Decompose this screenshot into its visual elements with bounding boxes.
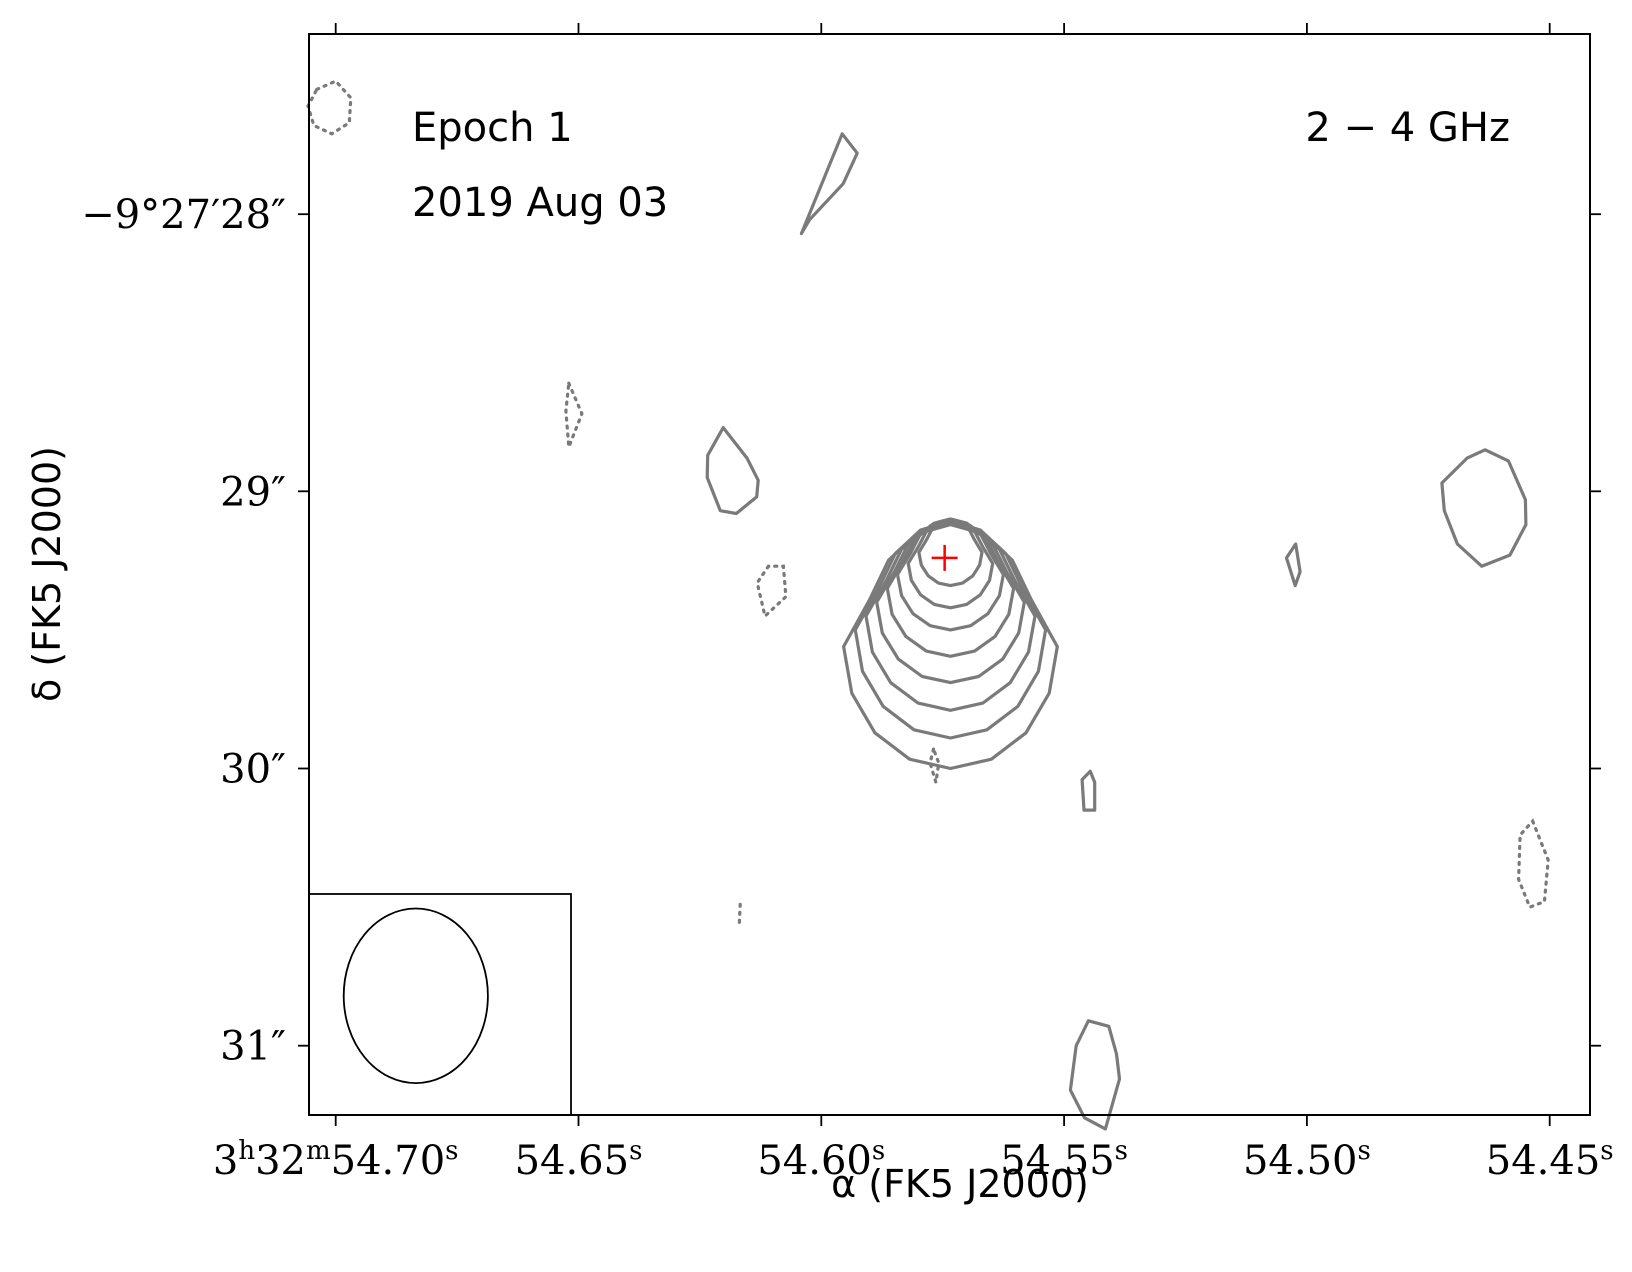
- negative-contour-11: [1516, 818, 1550, 910]
- source-contour-level-5: [885, 518, 1016, 658]
- positive-contour-1: [799, 132, 859, 236]
- x-tick-label-3: 54.60s: [757, 1136, 885, 1184]
- tick-marks: [298, 23, 1601, 1126]
- source-contour-level-4: [875, 520, 1026, 685]
- contour-layer: [306, 79, 1550, 1131]
- negative-contour-7: [306, 79, 353, 136]
- x-tick-labels: 3h32m54.70s 54.65s 54.60s 54.55s 54.50s 54.45…: [213, 1136, 1614, 1184]
- negative-contour-12: [737, 902, 742, 929]
- y-tick-label-4: 31″: [220, 1024, 286, 1070]
- band-label: 2 − 4 GHz: [1305, 105, 1510, 151]
- x-tick-label-4: 54.55s: [1000, 1136, 1128, 1184]
- y-tick-labels: −9°27′28″ 29″ 30″ 31″: [81, 192, 286, 1069]
- y-tick-label-1: −9°27′28″: [81, 192, 286, 238]
- positive-contour-6: [1068, 1019, 1122, 1131]
- x-tick-label-5: 54.50s: [1243, 1136, 1371, 1184]
- negative-contour-8: [564, 376, 584, 448]
- positive-contour-3: [1440, 448, 1528, 568]
- y-tick-label-3: 30″: [220, 747, 286, 793]
- source-contour-level-8: [917, 517, 984, 588]
- beam-inset: [308, 893, 572, 1116]
- negative-contour-10: [928, 743, 941, 783]
- plot-frame: [308, 33, 1591, 1116]
- x-tick-label-1: 3h32m54.70s: [213, 1136, 459, 1184]
- beam-ellipse: [342, 907, 489, 1085]
- epoch-label: Epoch 1: [412, 105, 573, 151]
- x-axis-title: α (FK5 J2000): [831, 1162, 1089, 1206]
- x-tick-label-2: 54.65s: [515, 1136, 643, 1184]
- positive-contour-5: [1080, 769, 1097, 812]
- source-contour-level-1: [841, 522, 1059, 771]
- source-position-marker: [931, 544, 958, 571]
- date-label: 2019 Aug 03: [412, 180, 668, 226]
- x-tick-label-6: 54.45s: [1486, 1136, 1614, 1184]
- positive-contour-4: [1284, 542, 1302, 588]
- y-axis-title: δ (FK5 J2000): [25, 446, 69, 702]
- positive-contour-2: [705, 426, 760, 516]
- y-tick-label-2: 29″: [220, 469, 286, 515]
- negative-contour-9: [755, 564, 788, 620]
